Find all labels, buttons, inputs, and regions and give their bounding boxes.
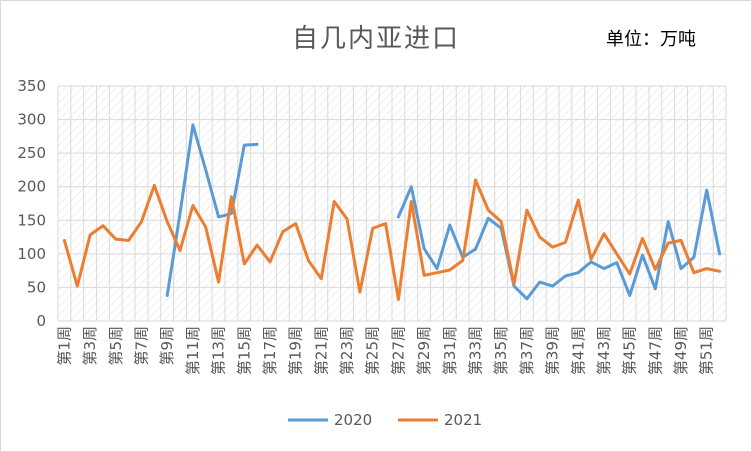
x-tick-label: 第45周 (621, 326, 639, 375)
x-tick-label: 第1周 (55, 326, 73, 366)
chart-title: 自几内亚进口 (291, 24, 460, 54)
x-tick-label: 第25周 (364, 326, 382, 375)
y-tick-label: 150 (17, 211, 46, 229)
x-tick-label: 第49周 (672, 326, 690, 375)
x-tick-label: 第15周 (235, 326, 253, 375)
x-tick-label: 第7周 (133, 326, 151, 366)
x-tick-label: 第37周 (518, 326, 536, 375)
x-tick-label: 第47周 (646, 326, 664, 375)
x-tick-label: 第3周 (81, 326, 99, 366)
y-tick-label: 0 (36, 312, 46, 330)
series-line-2021 (62, 178, 722, 301)
x-tick-label: 第31周 (441, 326, 459, 375)
x-tick-label: 第39周 (544, 326, 562, 375)
series-lines (62, 123, 722, 301)
y-tick-label: 50 (27, 278, 46, 296)
y-tick-label: 200 (17, 178, 46, 196)
y-tick-label: 300 (17, 111, 46, 129)
legend-label-2021: 2021 (444, 411, 482, 429)
series-line-2020 (396, 185, 722, 301)
x-tick-label: 第21周 (312, 326, 330, 375)
x-tick-label: 第5周 (107, 326, 125, 366)
y-tick-label: 100 (17, 245, 46, 263)
x-tick-label: 第51周 (698, 326, 716, 375)
x-tick-label: 第41周 (569, 326, 587, 375)
unit-label: 单位：万吨 (606, 29, 696, 50)
x-tick-label: 第43周 (595, 326, 613, 375)
x-tick-label: 第23周 (338, 326, 356, 375)
x-tick-label: 第33周 (467, 326, 485, 375)
gridlines (57, 85, 727, 322)
y-tick-label: 250 (17, 144, 46, 162)
x-tick-label: 第13周 (210, 326, 228, 375)
legend-label-2020: 2020 (334, 411, 372, 429)
x-tick-label: 第29周 (415, 326, 433, 375)
x-tick-label: 第9周 (158, 326, 176, 366)
x-tick-label: 第35周 (492, 326, 510, 375)
x-tick-label: 第19周 (287, 326, 305, 375)
x-tick-label: 第17周 (261, 326, 279, 375)
y-tick-label: 350 (17, 77, 46, 95)
legend: 2020 2021 (288, 411, 482, 429)
series-line-2020 (165, 123, 259, 297)
x-tick-label: 第27周 (389, 326, 407, 375)
x-tick-label: 第11周 (184, 326, 202, 375)
axes: 0 50 100 150 200 250 300 350 第1周 第3周 第5周 第7周 第9周 第11周… (17, 77, 715, 375)
